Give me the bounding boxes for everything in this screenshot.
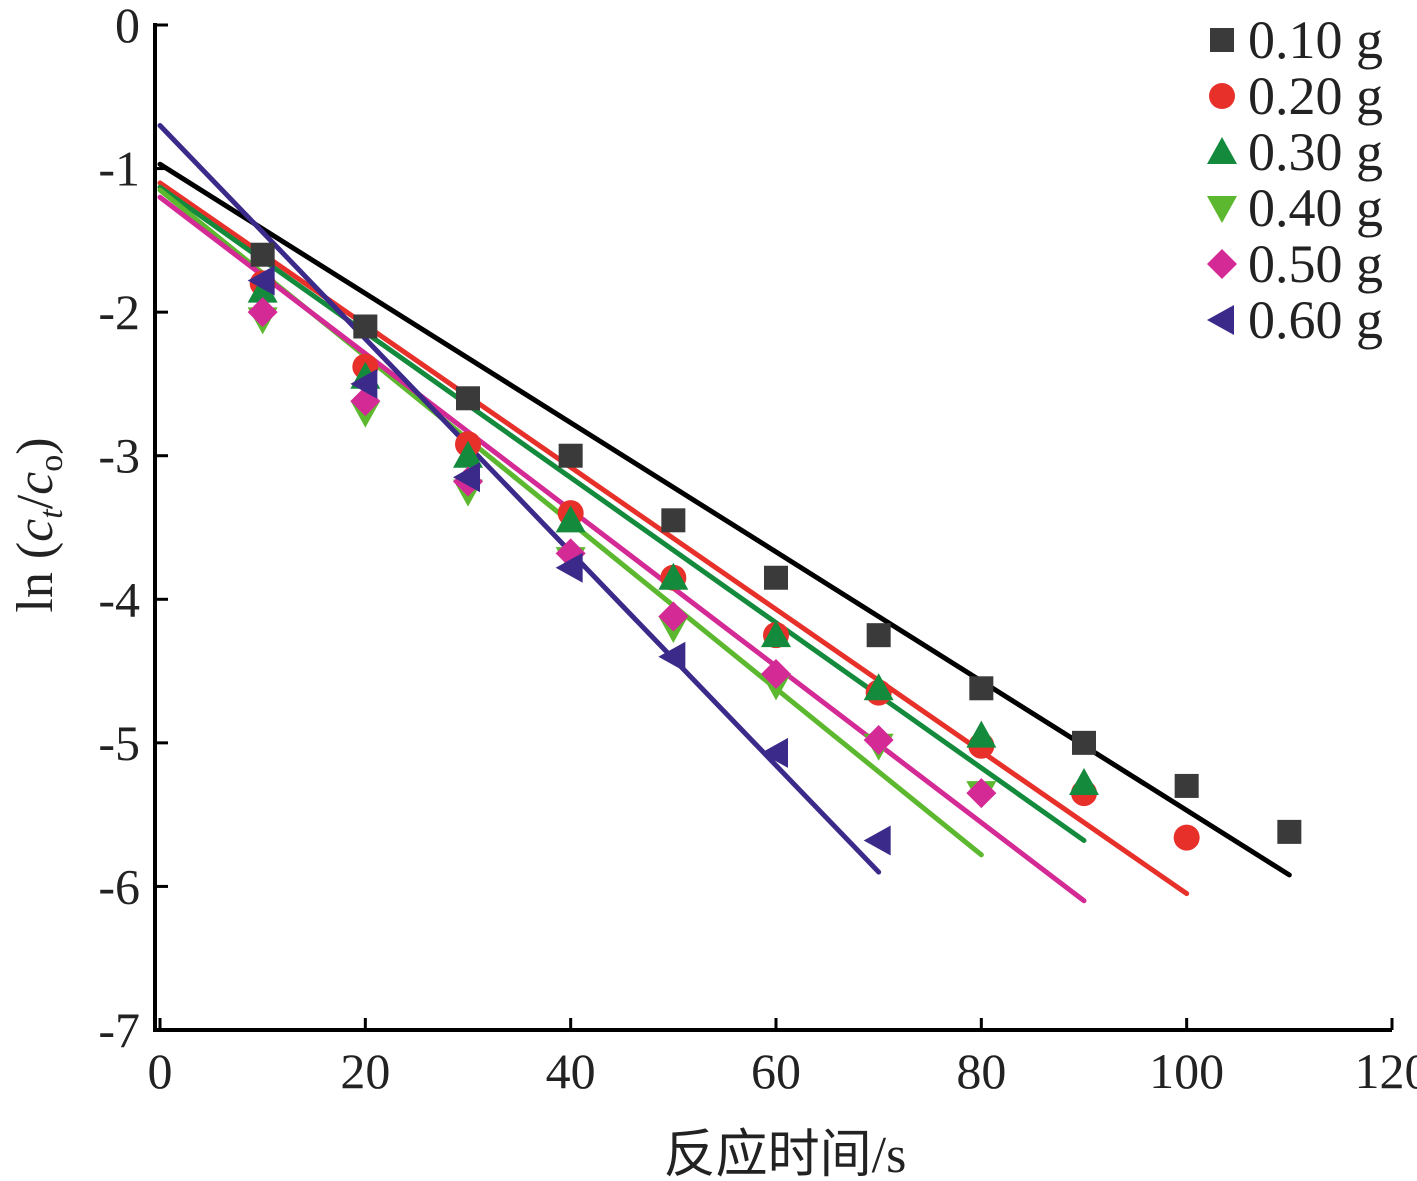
x-tick-label: 120 [1355,1043,1417,1099]
tick-labels: 0 20 40 60 80 100 120 0 -1 -2 -3 -4 -5 -6 -7 [98,0,1417,1099]
y-axis-title-c2: c [7,472,64,495]
y-tick-label: -6 [98,858,140,914]
data-point-0-10g [250,242,275,267]
x-axis-title: 反应时间/s [664,1127,907,1181]
y-tick-label: -2 [98,284,140,340]
data-point-0-60g [658,641,686,672]
y-axis-title-sub1: t [33,508,70,519]
data-point-0-10g [661,508,686,533]
fit-line-0-30g [157,184,1087,843]
fit-lines [157,123,1292,904]
data-point-0-10g [866,623,891,648]
data-point-0-10g [456,386,480,411]
data-point-0-30g [966,720,997,748]
x-tick-label: 40 [546,1043,596,1099]
data-point-0-50g [247,297,278,328]
axes [153,23,1392,1032]
legend-label-0-20g: 0.20 g [1248,66,1383,126]
data-point-0-30g [863,673,894,701]
legend: 0.10 g0.20 g0.30 g0.40 g0.50 g0.60 g [1207,10,1383,350]
data-point-0-30g [453,440,483,468]
legend-label-0-10g: 0.10 g [1248,10,1383,70]
y-axis-title-sub2: o [33,455,70,472]
data-point-0-60g [555,552,583,583]
y-axis-title-prefix: ln ( [7,542,64,613]
data-point-0-10g [764,565,788,590]
data-point-0-30g [247,275,278,303]
data-point-0-10g [1277,819,1302,844]
data-points [247,242,1302,856]
data-point-0-20g [1173,824,1200,851]
x-tick-label: 80 [956,1043,1006,1099]
data-point-0-60g [350,368,378,399]
data-point-0-30g [658,562,689,590]
y-axis-title-suffix: ) [7,437,64,454]
data-point-0-50g [863,724,894,755]
x-tick-label: 0 [148,1043,173,1099]
y-tick-label: -5 [98,715,140,771]
legend-label-0-50g: 0.50 g [1248,234,1383,294]
x-tick-label: 100 [1149,1043,1224,1099]
x-tick-label: 20 [340,1043,390,1099]
legend-label-0-60g: 0.60 g [1248,290,1383,350]
data-point-0-60g [247,265,275,296]
data-point-0-10g [1174,773,1199,798]
y-tick-label: -7 [98,1002,140,1058]
data-point-0-10g [558,443,583,468]
fit-line-0-20g [157,180,1190,897]
data-point-0-30g [1069,768,1099,796]
y-axis-title-slash: / [7,494,64,509]
y-tick-label: -1 [98,141,140,197]
x-tick-label: 60 [751,1043,801,1099]
y-axis-title: ln (ct/co) [7,437,70,612]
legend-marker-0-10g [1210,28,1234,52]
legend-marker-0-50g [1207,249,1237,279]
legend-label-0-40g: 0.40 g [1248,178,1383,238]
data-point-0-10g [353,314,378,339]
fit-line-0-50g [157,194,1087,904]
data-point-0-30g [761,620,791,648]
data-point-0-50g [761,658,791,689]
legend-marker-0-40g [1207,196,1237,223]
data-point-0-10g [1072,730,1096,755]
fit-line-0-60g [157,123,882,875]
data-point-0-60g [863,825,891,856]
data-point-0-60g [761,737,788,768]
legend-marker-0-20g [1209,83,1235,109]
y-tick-label: -3 [98,428,140,484]
y-axis-title-c1: c [7,519,64,542]
data-point-0-50g [658,601,689,632]
data-point-0-50g [966,778,997,809]
legend-marker-0-60g [1207,305,1234,335]
y-tick-label: 0 [115,0,140,53]
legend-marker-0-30g [1207,137,1237,164]
data-point-0-30g [555,505,586,533]
tick-marks [155,23,1394,1032]
legend-label-0-30g: 0.30 g [1248,122,1383,182]
fit-line-0-10g [157,161,1292,878]
data-point-0-60g [453,462,480,493]
y-tick-label: -4 [98,571,140,627]
data-point-0-10g [969,676,994,701]
